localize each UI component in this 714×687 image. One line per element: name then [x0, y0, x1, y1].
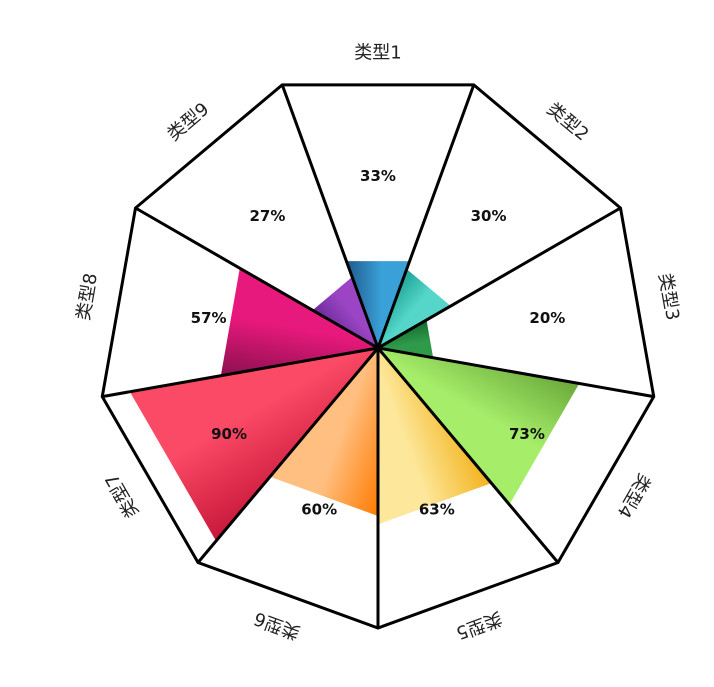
value-label-类型5: 63% — [419, 501, 455, 519]
category-label-类型9: 类型9 — [163, 99, 213, 146]
value-label-类型6: 60% — [301, 501, 337, 519]
sector-divider — [376, 347, 560, 564]
slice-类型2 — [378, 269, 451, 348]
value-label-类型4: 73% — [509, 425, 545, 443]
slice-类型6 — [270, 348, 378, 516]
slice-类型7 — [129, 348, 378, 542]
category-label-类型6: 类型6 — [251, 607, 303, 643]
value-label-类型3: 20% — [529, 309, 565, 327]
value-label-类型2: 30% — [471, 207, 507, 225]
sector-divider — [280, 84, 380, 349]
sector-divider — [134, 206, 379, 350]
slice-类型3 — [378, 320, 434, 358]
value-label-类型9: 27% — [249, 207, 285, 225]
value-label-类型1: 33% — [360, 167, 396, 185]
slice-类型9 — [312, 276, 378, 348]
category-label-类型8: 类型8 — [73, 272, 102, 322]
slice-类型4 — [378, 348, 580, 505]
category-label-类型3: 类型3 — [654, 272, 683, 322]
category-label-类型2: 类型2 — [543, 99, 593, 146]
outer-nonagon — [100, 83, 656, 630]
category-label-类型7: 类型7 — [102, 470, 144, 522]
sector-divider — [376, 84, 476, 349]
sector-divider — [196, 347, 380, 564]
value-label-类型8: 57% — [191, 309, 227, 327]
category-label-类型1: 类型1 — [354, 43, 401, 64]
sector-divider — [101, 346, 379, 399]
category-label-类型5: 类型5 — [453, 607, 505, 643]
sector-divider — [377, 206, 622, 350]
slice-类型8 — [220, 268, 378, 376]
slice-类型1 — [346, 261, 410, 348]
category-label-类型4: 类型4 — [613, 470, 655, 522]
value-label-类型7: 90% — [211, 425, 247, 443]
slice-类型5 — [378, 348, 492, 525]
sector-divider — [377, 346, 655, 399]
